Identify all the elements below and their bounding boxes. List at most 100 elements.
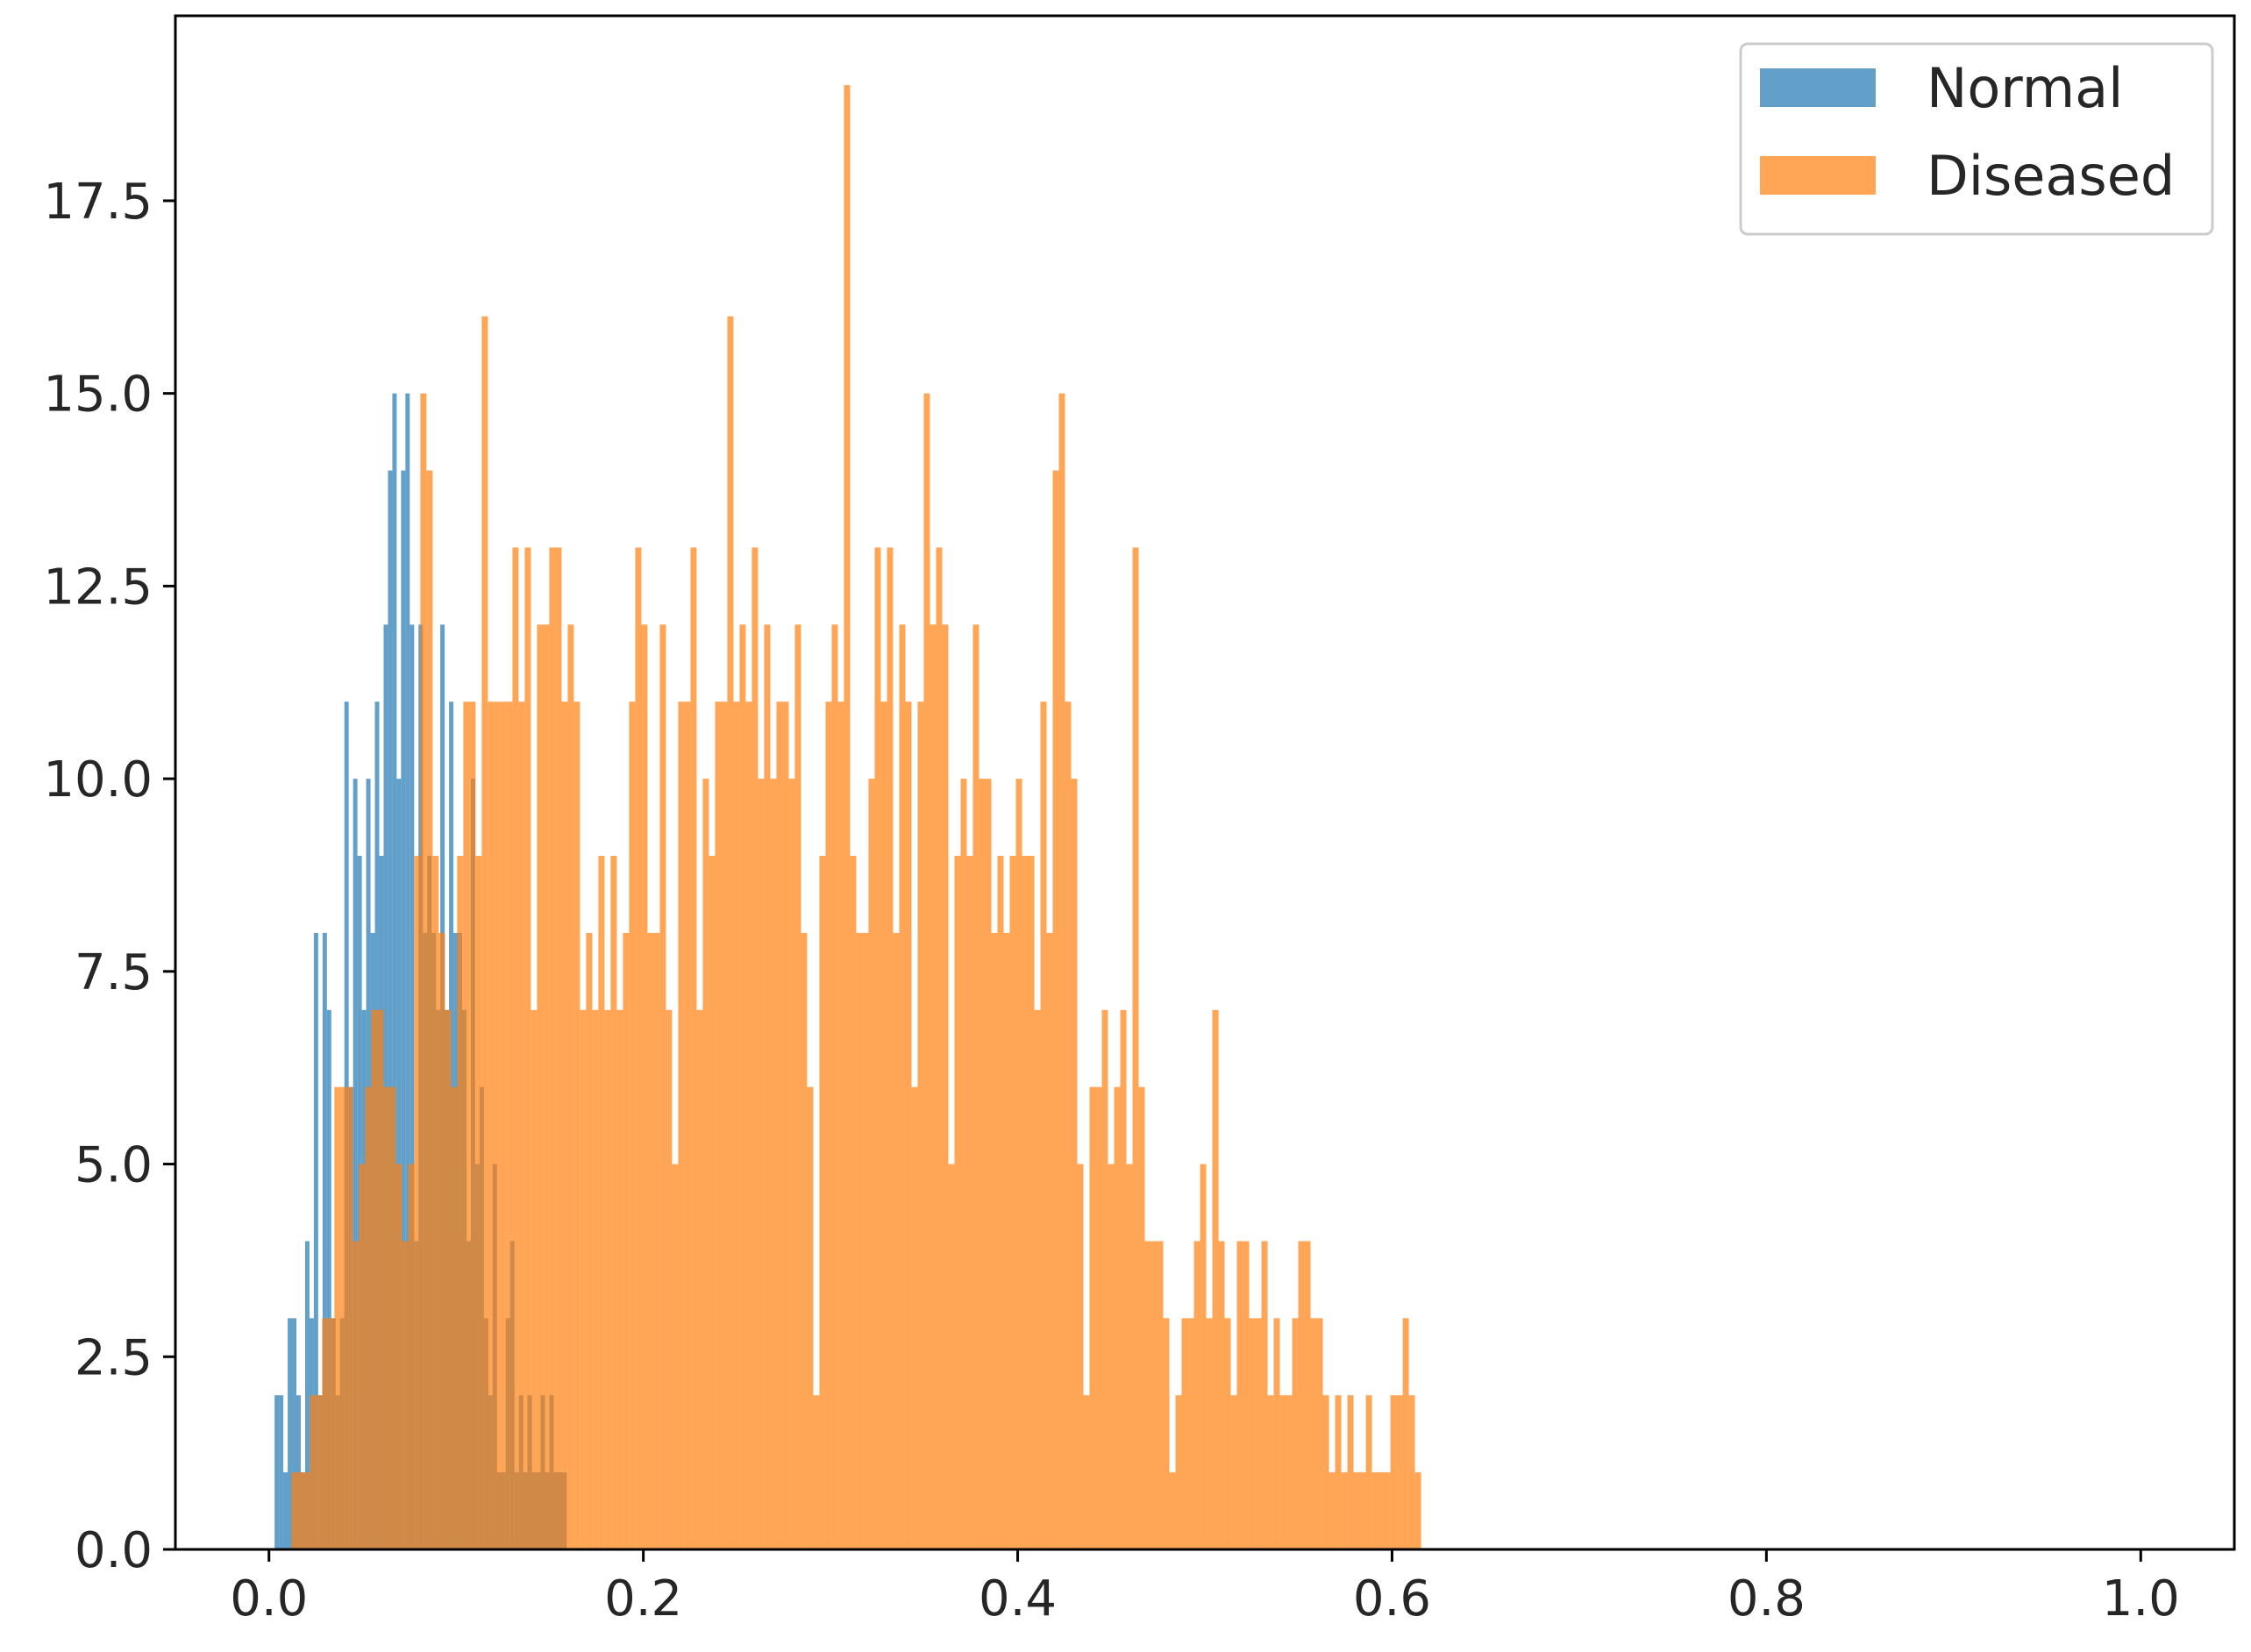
bar-diseased (346, 1086, 353, 1549)
bar-diseased (537, 624, 544, 1549)
bar-diseased (997, 855, 1004, 1549)
bar-diseased (371, 1009, 378, 1549)
bar-diseased (635, 547, 642, 1550)
axes-layer: 0.0 0.2 0.4 0.6 0.8 1.0 0.0 2.5 5.0 7.5 10.0 12.5 15… (43, 14, 2236, 1627)
bar-diseased (512, 547, 519, 1550)
bar-diseased (991, 932, 998, 1549)
bar-diseased (1132, 547, 1139, 1550)
bar-diseased (684, 701, 691, 1549)
bar-diseased (825, 701, 832, 1549)
bar-diseased (905, 701, 912, 1549)
bar-diseased (917, 701, 924, 1549)
bar-diseased (451, 1086, 458, 1549)
legend-label-diseased: Diseased (1927, 144, 2175, 208)
bar-diseased (776, 701, 783, 1549)
y-tick-label: 7.5 (75, 944, 153, 1001)
bar-diseased (291, 1472, 298, 1549)
bar-diseased (893, 932, 900, 1549)
bar-diseased (788, 779, 795, 1549)
bar-diseased (316, 1395, 323, 1549)
bar-diseased (972, 624, 979, 1549)
bar-diseased (1206, 1318, 1213, 1549)
bar-diseased (813, 1395, 820, 1549)
bar-diseased (844, 85, 851, 1550)
bar-diseased (1286, 1395, 1293, 1549)
bar-diseased (1003, 932, 1010, 1549)
bar-diseased (463, 701, 470, 1549)
bar-normal (405, 393, 410, 1549)
bar-diseased (936, 547, 943, 1550)
bar-diseased (1261, 1241, 1268, 1549)
bar-diseased (580, 1009, 587, 1549)
bar-normal (283, 1472, 288, 1549)
bar-normal (388, 470, 393, 1549)
bar-diseased (1108, 1164, 1115, 1549)
bar-diseased (334, 1086, 341, 1549)
bar-normal (279, 1395, 284, 1549)
bar-diseased (837, 701, 844, 1549)
legend-swatch-diseased (1760, 156, 1876, 195)
bar-diseased (868, 779, 875, 1549)
bar-normal (353, 779, 358, 1549)
bar-diseased (659, 624, 666, 1549)
bar-diseased (1028, 855, 1035, 1549)
legend: Normal Diseased (1739, 42, 2214, 236)
y-tick-label: 0.0 (75, 1522, 153, 1579)
bar-normal (274, 1395, 280, 1549)
bar-diseased (1335, 1395, 1342, 1549)
y-tick-label: 2.5 (75, 1329, 153, 1386)
bar-diseased (1322, 1395, 1329, 1549)
bar-diseased (549, 547, 556, 1550)
bar-diseased (696, 1009, 703, 1549)
bar-diseased (807, 1086, 814, 1549)
bar-diseased (1371, 1472, 1378, 1549)
bar-diseased (573, 701, 581, 1549)
bar-diseased (1230, 1395, 1237, 1549)
bar-diseased (616, 1009, 623, 1549)
bar-normal (288, 1318, 293, 1549)
bar-diseased (1114, 1086, 1121, 1549)
bar-diseased (1077, 1164, 1084, 1549)
bar-diseased (586, 932, 593, 1549)
bar-diseased (310, 1395, 317, 1549)
bar-diseased (518, 701, 525, 1549)
bar-diseased (567, 624, 574, 1549)
bar-diseased (1089, 1086, 1096, 1549)
bar-diseased (1200, 1164, 1207, 1549)
bar-diseased (930, 624, 937, 1549)
bar-diseased (488, 701, 495, 1549)
plot-frame (174, 14, 2236, 1551)
bar-diseased (1304, 1241, 1311, 1549)
bar-diseased (770, 779, 777, 1549)
bar-diseased (880, 701, 887, 1549)
x-tick-label: 0.8 (1727, 1570, 1806, 1627)
bar-diseased (690, 547, 697, 1550)
bar-diseased (1359, 1472, 1366, 1549)
bar-normal (292, 1318, 296, 1549)
bar-diseased (1046, 932, 1053, 1549)
bar-diseased (1193, 1241, 1200, 1549)
bar-diseased (1378, 1472, 1385, 1549)
bar-diseased (1224, 1318, 1231, 1549)
bar-diseased (1138, 1086, 1145, 1549)
bar-diseased (874, 547, 881, 1550)
bar-diseased (623, 932, 630, 1549)
bar-diseased (414, 855, 421, 1549)
bar-diseased (1175, 1395, 1182, 1549)
bar-diseased (1329, 1472, 1336, 1549)
bar-diseased (1181, 1318, 1188, 1549)
bar-diseased (297, 1472, 304, 1549)
bar-diseased (739, 624, 746, 1549)
bar-diseased (1065, 701, 1072, 1549)
bar-diseased (862, 932, 869, 1549)
bar-diseased (1144, 1241, 1151, 1549)
bar-diseased (438, 932, 445, 1549)
bar-diseased (709, 855, 716, 1549)
bar-diseased (954, 855, 961, 1549)
legend-swatch-normal (1760, 68, 1876, 107)
bar-diseased (426, 470, 433, 1549)
bar-diseased (1390, 1395, 1397, 1549)
bar-diseased (948, 1164, 955, 1549)
bar-diseased (1034, 1009, 1041, 1549)
bar-diseased (377, 1009, 384, 1549)
